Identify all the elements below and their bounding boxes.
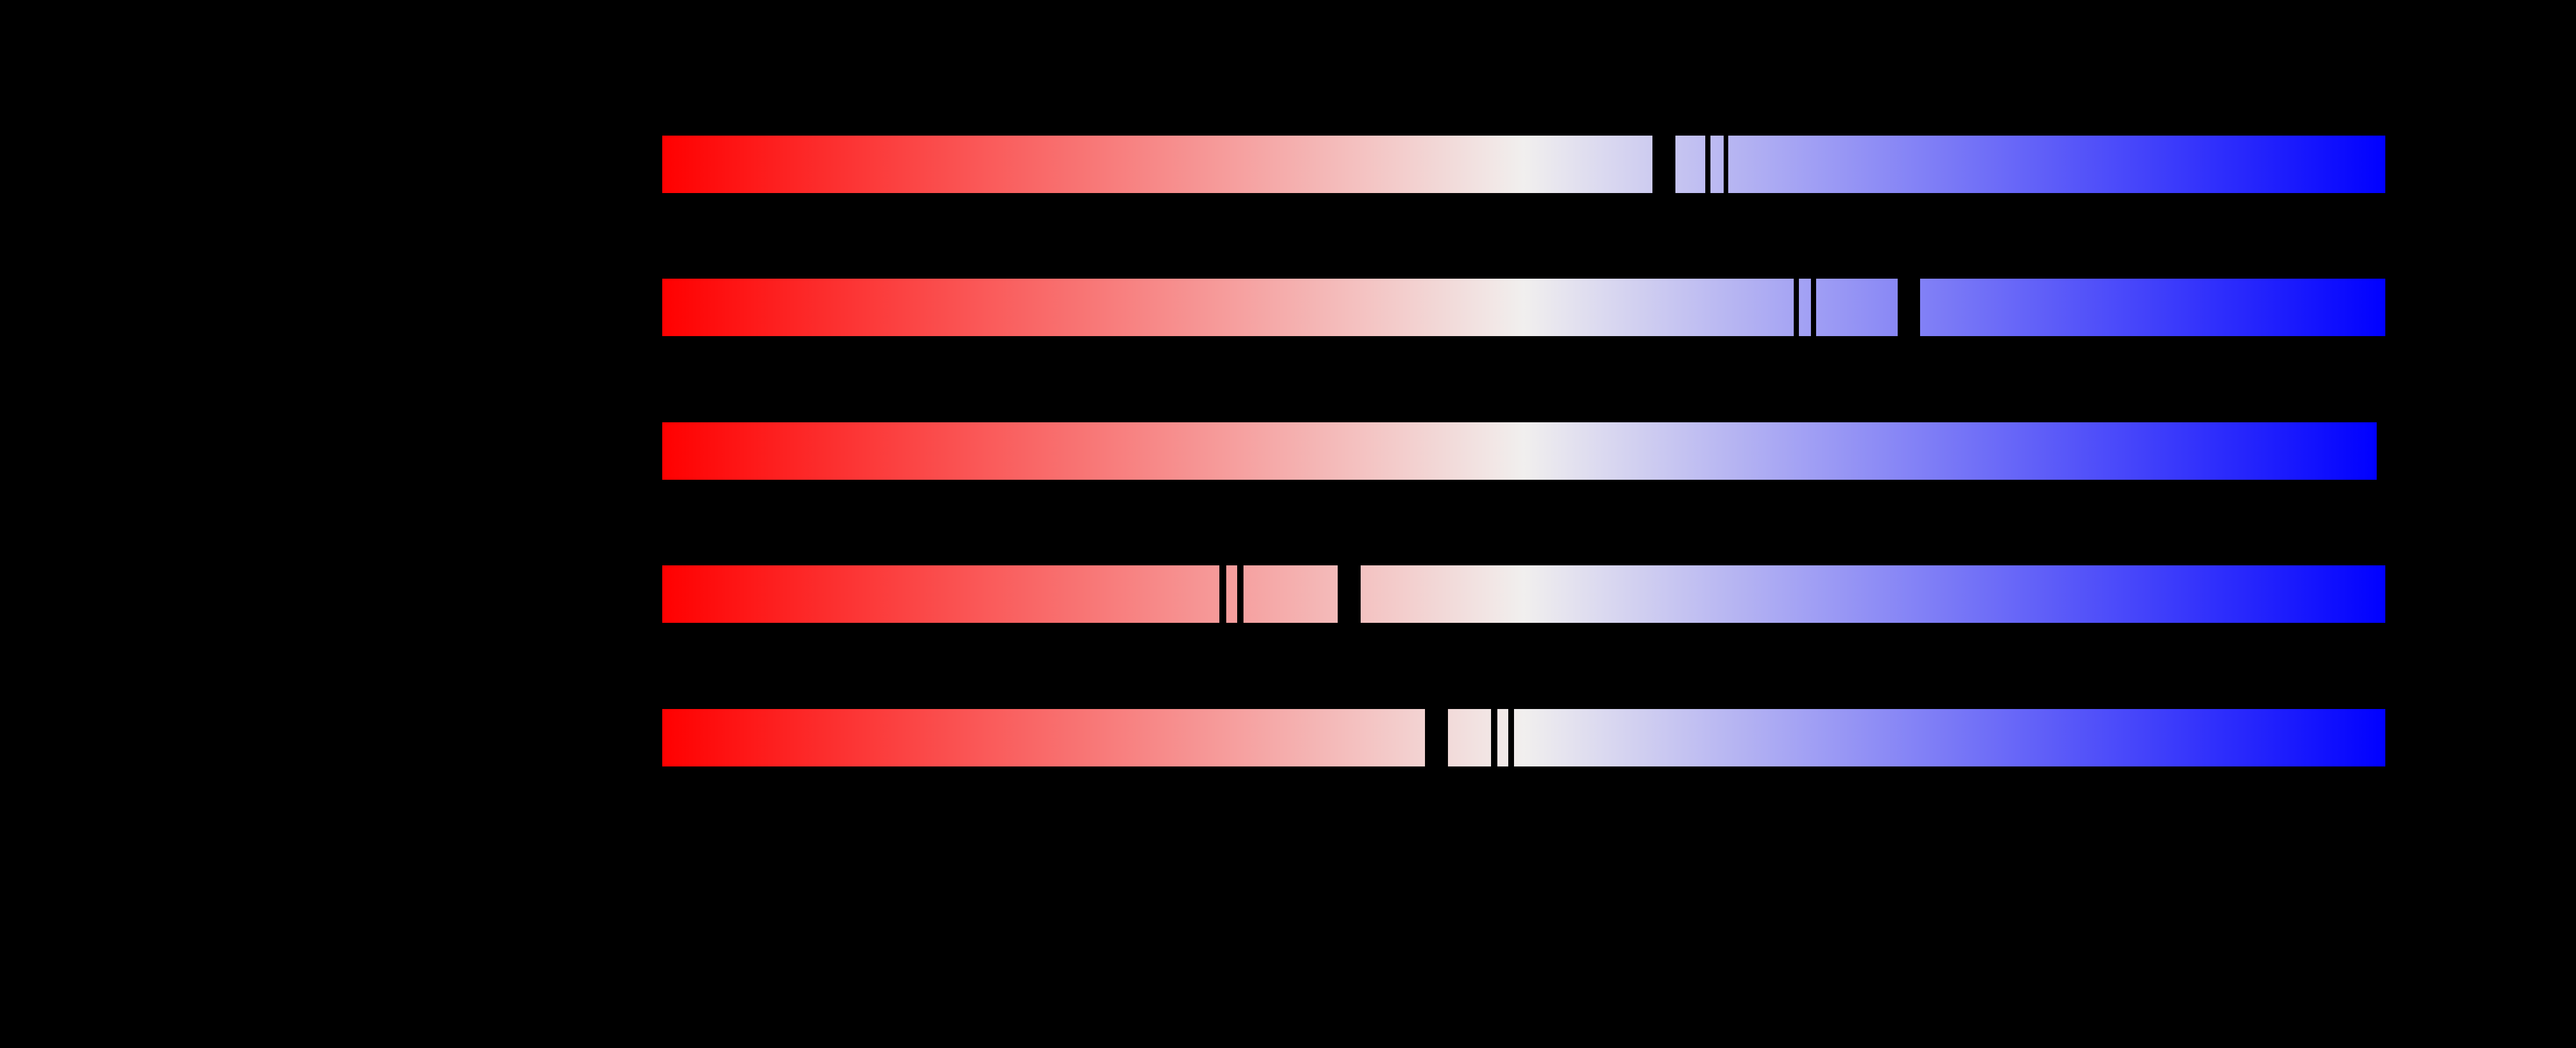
missing-data-gap bbox=[1237, 565, 1243, 623]
missing-data-gap bbox=[1425, 709, 1448, 766]
missing-data-gap bbox=[1652, 136, 1675, 193]
gradient-strip-row-4 bbox=[662, 565, 2385, 623]
gradient-strip-row-3 bbox=[662, 422, 2377, 480]
missing-data-gap bbox=[1794, 279, 1799, 336]
missing-data-gap bbox=[1508, 709, 1514, 766]
missing-data-gap bbox=[1219, 565, 1226, 623]
gradient-strip-row-2 bbox=[662, 279, 2385, 336]
gradient-strip-row-1 bbox=[662, 136, 2385, 193]
missing-data-gap bbox=[1705, 136, 1710, 193]
missing-data-gap bbox=[1898, 279, 1920, 336]
missing-data-gap bbox=[1491, 709, 1498, 766]
missing-data-gap bbox=[1724, 136, 1729, 193]
missing-data-gap bbox=[1811, 279, 1817, 336]
gradient-strip-row-5 bbox=[662, 709, 2385, 766]
missing-data-gap bbox=[1338, 565, 1361, 623]
